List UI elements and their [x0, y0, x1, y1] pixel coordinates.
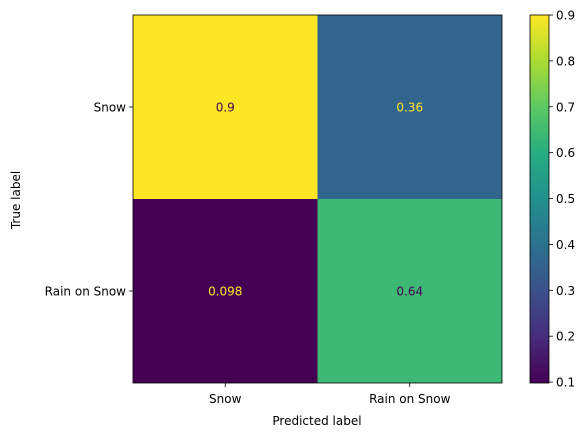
colorbar-gradient	[529, 14, 550, 384]
colorbar: 0.1 0.2 0.3 0.4 0.5 0.6 0.7 0.8 0.9	[529, 9, 575, 390]
colorbar-tick-label: 0.8	[556, 54, 575, 68]
x-tick-label: Snow	[209, 392, 242, 406]
colorbar-tick-label: 0.6	[556, 146, 575, 160]
y-axis: Snow Rain on Snow	[45, 101, 133, 299]
cell-value-label: 0.098	[208, 285, 242, 299]
y-axis-label: True label	[9, 171, 23, 230]
colorbar-tick-label: 0.1	[556, 376, 575, 390]
plot-border	[132, 14, 503, 384]
heatmap-cell	[317, 199, 502, 383]
cell-value-label: 0.9	[216, 101, 235, 115]
y-tick-label: Rain on Snow	[45, 285, 127, 299]
x-axis: Snow Rain on Snow	[209, 383, 451, 406]
heatmap-cell	[317, 15, 502, 199]
cell-value-label: 0.64	[396, 285, 423, 299]
cell-value-label: 0.36	[396, 101, 423, 115]
colorbar-tick-label: 0.3	[556, 284, 575, 298]
plot-frame	[132, 14, 503, 384]
colorbar-tick-label: 0.4	[556, 238, 575, 252]
x-tick-label: Rain on Snow	[369, 392, 451, 406]
heatmap-cell	[133, 15, 318, 199]
colorbar-tick-label: 0.2	[556, 330, 575, 344]
colorbar-tick-label: 0.9	[556, 9, 575, 23]
colorbar-tick-label: 0.7	[556, 100, 575, 114]
x-axis-label: Predicted label	[272, 414, 361, 428]
colorbar-tick-label: 0.5	[556, 192, 575, 206]
heatmap-cell	[133, 199, 318, 383]
heatmap-cells: 0.9 0.36 0.098 0.64	[133, 15, 502, 383]
y-tick-label: Snow	[94, 101, 127, 115]
